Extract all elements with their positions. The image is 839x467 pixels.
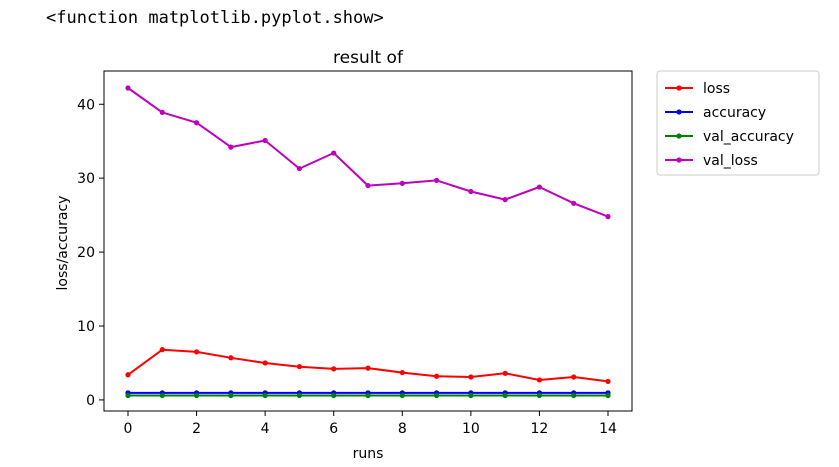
data-point (159, 347, 165, 353)
legend-marker (676, 85, 682, 91)
data-point (502, 370, 508, 376)
data-point (365, 182, 371, 189)
axis-ticks: 0 2 4 6 8 10 12 14 0 10 20 30 40 (77, 97, 617, 437)
data-point (159, 392, 165, 399)
data-point (193, 392, 200, 399)
data-point (159, 109, 165, 115)
data-point (125, 85, 131, 91)
plot-area (103, 70, 633, 412)
legend-marker (676, 109, 682, 115)
data-point (433, 177, 440, 183)
data-point (262, 392, 268, 399)
data-point (125, 392, 131, 399)
legend-label: loss (703, 81, 730, 97)
data-point (399, 392, 405, 399)
y-tick-label: 10 (77, 319, 95, 335)
legend-item: accuracy (665, 105, 766, 121)
data-point (605, 378, 611, 385)
data-point (536, 377, 543, 383)
x-tick-label: 2 (192, 421, 201, 437)
data-point (536, 184, 543, 190)
legend-label: val_accuracy (703, 129, 794, 145)
y-tick-label: 40 (77, 97, 95, 113)
legend-marker (676, 133, 682, 139)
data-point (399, 180, 405, 186)
data-point (399, 369, 405, 376)
y-tick-label: 20 (77, 245, 95, 261)
data-point (193, 120, 200, 126)
data-point (468, 188, 474, 195)
data-point (228, 355, 234, 361)
data-point (125, 372, 131, 378)
legend-item: val_accuracy (665, 129, 794, 145)
legend-label: accuracy (703, 105, 766, 121)
data-point (331, 392, 337, 399)
x-tick-label: 8 (398, 421, 407, 437)
y-axis-label: loss/accuracy (55, 196, 71, 291)
x-tick-label: 12 (531, 421, 549, 437)
legend-box (656, 70, 820, 176)
data-point (331, 366, 337, 372)
data-point (468, 392, 474, 399)
x-axis-label: runs (353, 446, 384, 462)
data-point (502, 197, 508, 203)
series-layer (125, 85, 611, 399)
data-point (296, 364, 303, 370)
data-point (433, 373, 440, 379)
x-tick-label: 14 (599, 421, 617, 437)
series-val-accuracy (125, 392, 611, 399)
data-point (571, 392, 577, 399)
data-point (365, 365, 371, 371)
y-tick-label: 30 (77, 171, 95, 187)
data-point (228, 144, 234, 150)
chart-title: result of (333, 48, 404, 68)
y-tick-label: 0 (86, 393, 95, 409)
data-point (296, 392, 303, 399)
data-point (433, 392, 440, 399)
data-point (331, 150, 337, 156)
data-point (228, 392, 234, 399)
legend-label: val_loss (703, 153, 758, 169)
data-point (262, 360, 268, 366)
data-point (571, 374, 577, 380)
x-tick-label: 10 (462, 421, 480, 437)
series-val-loss (125, 85, 611, 220)
legend: loss accuracy val_accuracy val_loss (656, 70, 820, 176)
legend-item: loss (665, 81, 730, 97)
legend-marker (676, 157, 682, 163)
cell-output-text: <function matplotlib.pyplot.show> (46, 8, 384, 28)
x-tick-label: 6 (329, 421, 338, 437)
data-point (365, 392, 371, 399)
series-loss (125, 347, 611, 385)
data-point (296, 165, 303, 172)
data-point (262, 137, 268, 144)
data-point (536, 392, 543, 399)
legend-item: val_loss (665, 153, 758, 169)
plot-frame (103, 70, 633, 412)
x-tick-label: 4 (261, 421, 270, 437)
x-tick-label: 0 (124, 421, 133, 437)
data-point (193, 349, 200, 355)
series-line (127, 87, 609, 218)
data-point (571, 200, 577, 206)
data-point (502, 392, 508, 399)
data-point (605, 392, 611, 399)
data-point (468, 374, 474, 380)
data-point (605, 214, 611, 220)
